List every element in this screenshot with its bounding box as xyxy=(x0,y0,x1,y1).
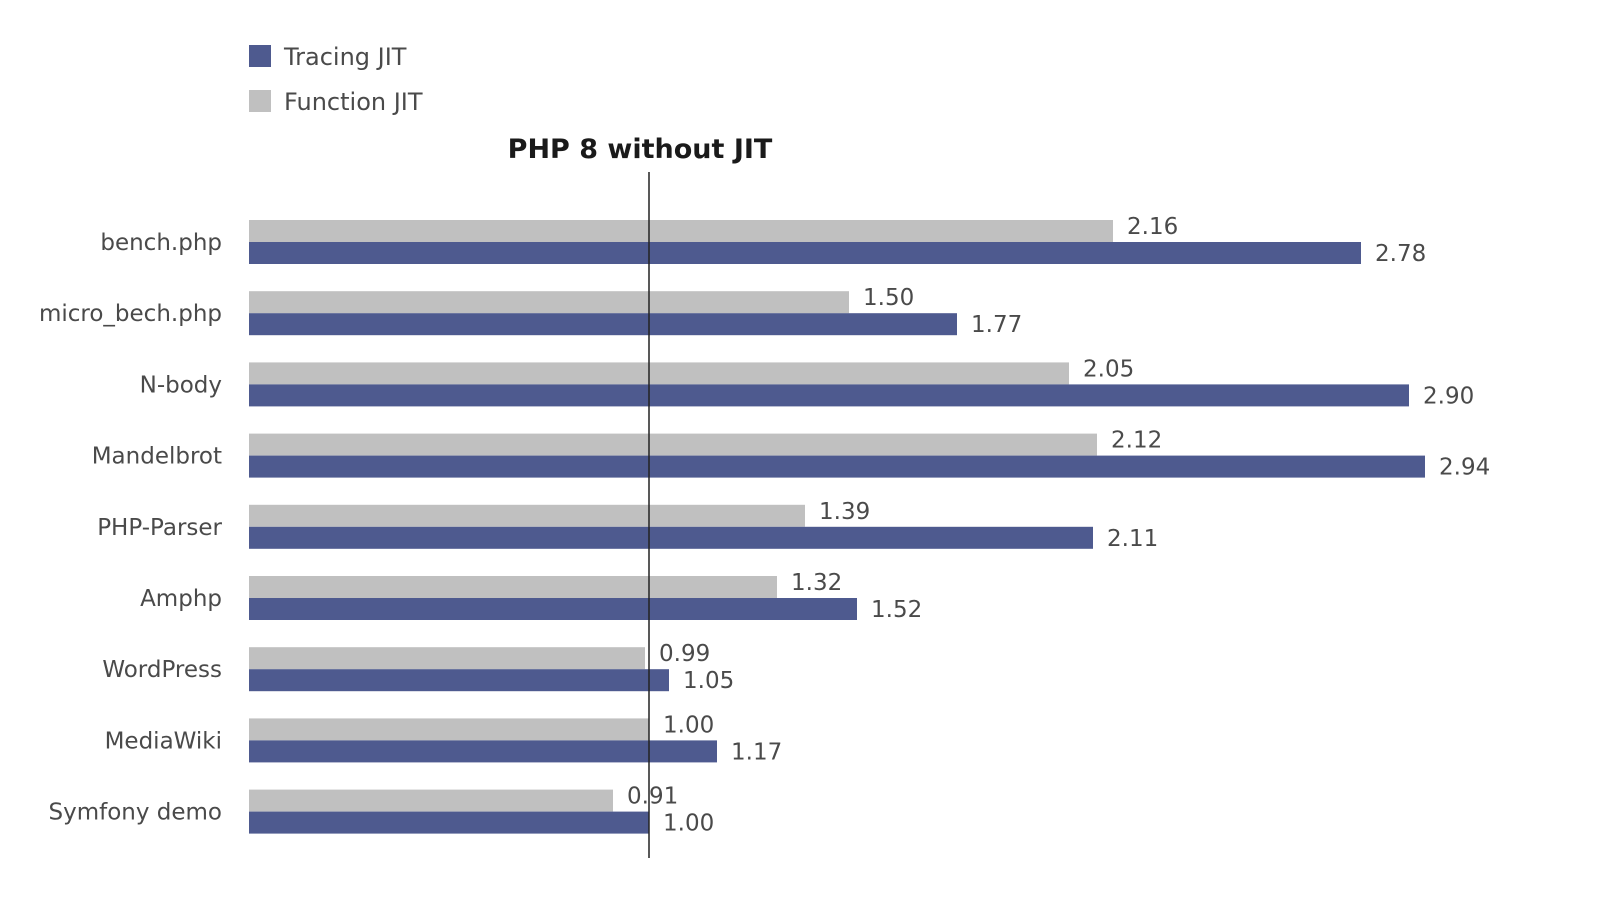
bar-function-jit-mandelbrot xyxy=(249,433,1097,456)
bar-tracing-jit-mandelbrot xyxy=(249,455,1425,478)
legend: Tracing JIT Function JIT xyxy=(249,43,423,116)
legend-swatch-tracing-jit xyxy=(249,45,271,67)
category-label-mediawiki: MediaWiki xyxy=(105,728,222,754)
value-label-tracing-jit-n-body: 2.90 xyxy=(1423,383,1474,409)
bar-function-jit-micro-bech-php xyxy=(249,291,849,314)
bar-function-jit-bench-php xyxy=(249,220,1113,242)
bar-tracing-jit-wordpress xyxy=(249,669,669,692)
category-label-symfony-demo: Symfony demo xyxy=(48,800,222,826)
category-label-php-parser: PHP-Parser xyxy=(97,515,222,541)
value-label-tracing-jit-mediawiki: 1.17 xyxy=(731,739,782,765)
bar-tracing-jit-micro-bech-php xyxy=(249,313,957,336)
category-label-mandelbrot: Mandelbrot xyxy=(92,444,222,470)
bar-tracing-jit-amphp xyxy=(249,598,857,620)
bar-tracing-jit-bench-php xyxy=(249,242,1361,264)
bars-group: bench.php 2.16 2.78 micro_bech.php 1.50 1.77 N… xyxy=(39,214,1490,837)
bar-tracing-jit-symfony-demo xyxy=(249,811,649,834)
value-label-tracing-jit-wordpress: 1.05 xyxy=(683,668,734,694)
value-label-tracing-jit-symfony-demo: 1.00 xyxy=(663,811,714,837)
bar-tracing-jit-n-body xyxy=(249,384,1409,407)
value-label-tracing-jit-bench-php: 2.78 xyxy=(1375,241,1426,267)
legend-label-function-jit: Function JIT xyxy=(284,88,423,116)
bar-function-jit-symfony-demo xyxy=(249,789,613,812)
category-label-wordpress: WordPress xyxy=(102,657,222,683)
bar-function-jit-n-body xyxy=(249,362,1069,385)
value-label-function-jit-symfony-demo: 0.91 xyxy=(627,784,678,810)
value-label-tracing-jit-micro-bech-php: 1.77 xyxy=(971,312,1022,338)
value-label-function-jit-mediawiki: 1.00 xyxy=(663,712,714,738)
bar-function-jit-wordpress xyxy=(249,647,645,670)
category-label-micro-bech-php: micro_bech.php xyxy=(39,301,222,327)
value-label-function-jit-php-parser: 1.39 xyxy=(819,499,870,525)
bar-function-jit-mediawiki xyxy=(249,718,649,741)
value-label-function-jit-amphp: 1.32 xyxy=(791,570,842,596)
legend-label-tracing-jit: Tracing JIT xyxy=(283,43,407,71)
value-label-function-jit-mandelbrot: 2.12 xyxy=(1111,428,1162,454)
bar-function-jit-amphp xyxy=(249,576,777,598)
reference-line-label: PHP 8 without JIT xyxy=(508,134,773,165)
value-label-tracing-jit-mandelbrot: 2.94 xyxy=(1439,455,1490,481)
category-label-amphp: Amphp xyxy=(140,586,222,612)
value-label-function-jit-n-body: 2.05 xyxy=(1083,356,1134,382)
legend-swatch-function-jit xyxy=(249,90,271,112)
value-label-function-jit-wordpress: 0.99 xyxy=(659,641,710,667)
bar-tracing-jit-php-parser xyxy=(249,526,1093,549)
category-label-n-body: N-body xyxy=(140,372,222,398)
value-label-function-jit-micro-bech-php: 1.50 xyxy=(863,285,914,311)
value-label-function-jit-bench-php: 2.16 xyxy=(1127,214,1178,240)
value-label-tracing-jit-amphp: 1.52 xyxy=(871,597,922,623)
category-label-bench-php: bench.php xyxy=(100,230,222,256)
bar-function-jit-php-parser xyxy=(249,504,805,527)
bar-tracing-jit-mediawiki xyxy=(249,740,717,763)
value-label-tracing-jit-php-parser: 2.11 xyxy=(1107,526,1158,552)
